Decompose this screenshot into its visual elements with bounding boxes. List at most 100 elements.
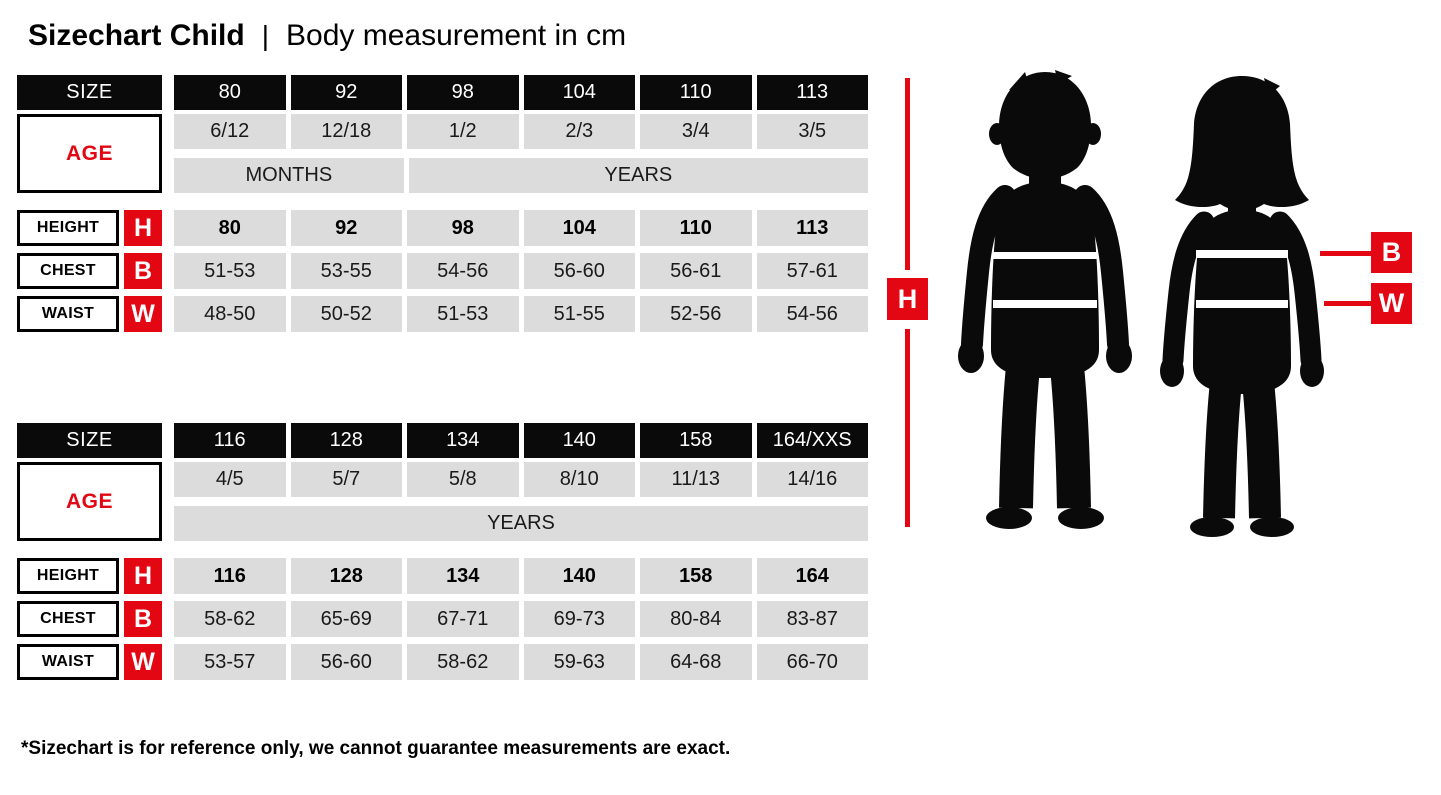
height-cell: 113 — [756, 210, 868, 246]
size-row: SIZE 116 128 134 140 158 164/XXS — [17, 423, 868, 458]
size-cell: 104 — [523, 75, 635, 110]
waist-cell: 52-56 — [640, 296, 752, 332]
height-cell: 80 — [174, 210, 286, 246]
figure-chest-badge-icon: B — [1371, 232, 1412, 273]
waist-cell: 56-60 — [290, 644, 402, 680]
chest-cell: 56-60 — [523, 253, 635, 289]
waist-cell: 48-50 — [174, 296, 286, 332]
size-header-label: SIZE — [17, 75, 162, 110]
age-cell: 1/2 — [407, 114, 519, 149]
chest-cell: 80-84 — [640, 601, 752, 637]
height-row-label: HEIGHT — [17, 558, 119, 594]
waist-badge-icon: W — [124, 296, 162, 332]
chest-cell: 54-56 — [407, 253, 519, 289]
chest-row-label: CHEST — [17, 601, 119, 637]
size-cell: 164/XXS — [756, 423, 868, 458]
chest-cell: 58-62 — [174, 601, 286, 637]
age-cell: 3/5 — [756, 114, 868, 149]
title-subtitle: Body measurement in cm — [286, 19, 627, 52]
age-units-row: YEARS — [17, 506, 868, 541]
chest-row-label: CHEST — [17, 253, 119, 289]
height-cell: 140 — [523, 558, 635, 594]
size-cell: 140 — [523, 423, 635, 458]
height-cell: 134 — [407, 558, 519, 594]
age-header-label: AGE — [17, 114, 162, 193]
chest-cell: 56-61 — [640, 253, 752, 289]
age-cell: 14/16 — [756, 462, 868, 497]
chest-row: CHEST B 51-53 53-55 54-56 56-60 56-61 57-61 — [17, 253, 868, 289]
age-units-row: MONTHS YEARS — [17, 158, 868, 193]
size-header-label: SIZE — [17, 423, 162, 458]
title-main: Sizechart Child — [28, 19, 245, 52]
age-cell: 5/7 — [290, 462, 402, 497]
size-cell: 128 — [290, 423, 402, 458]
waist-cell: 51-53 — [407, 296, 519, 332]
age-cell: 2/3 — [523, 114, 635, 149]
waist-cell: 64-68 — [640, 644, 752, 680]
height-badge-icon: H — [124, 558, 162, 594]
age-cell: 4/5 — [174, 462, 286, 497]
age-cell: 5/8 — [407, 462, 519, 497]
figure-waist-badge-icon: W — [1371, 283, 1412, 324]
height-measure-line-upper — [905, 78, 910, 270]
age-cell: 11/13 — [640, 462, 752, 497]
size-cell: 134 — [407, 423, 519, 458]
age-values-row: 6/12 12/18 1/2 2/3 3/4 3/5 — [17, 114, 868, 149]
height-cell: 158 — [640, 558, 752, 594]
waist-cell: 59-63 — [523, 644, 635, 680]
waist-measure-line — [1324, 301, 1372, 306]
sizetable-small-sizes: SIZE 80 92 98 104 110 113 AGE 6/12 12/18 1/2 2/3… — [17, 75, 868, 332]
age-cell: 3/4 — [640, 114, 752, 149]
waist-row: WAIST W 48-50 50-52 51-53 51-55 52-56 54-56 — [17, 296, 868, 332]
size-cell: 80 — [174, 75, 286, 110]
height-badge-icon: H — [124, 210, 162, 246]
waist-row: WAIST W 53-57 56-60 58-62 59-63 64-68 66-70 — [17, 644, 868, 680]
size-cell: 110 — [640, 75, 752, 110]
height-cell: 110 — [640, 210, 752, 246]
chest-cell: 53-55 — [290, 253, 402, 289]
height-cell: 116 — [174, 558, 286, 594]
page-title: Sizechart Child | Body measurement in cm — [28, 18, 626, 54]
girl-silhouette-icon — [1160, 76, 1324, 537]
height-cell: 128 — [290, 558, 402, 594]
chest-measure-line — [1320, 251, 1372, 256]
waist-cell: 66-70 — [756, 644, 868, 680]
chest-badge-icon: B — [124, 601, 162, 637]
height-row: HEIGHT H 80 92 98 104 110 113 — [17, 210, 868, 246]
waist-cell: 58-62 — [407, 644, 519, 680]
age-unit-cell: MONTHS — [174, 158, 404, 193]
waist-cell: 53-57 — [174, 644, 286, 680]
age-values-row: 4/5 5/7 5/8 8/10 11/13 14/16 — [17, 462, 868, 497]
sizetable-large-sizes: SIZE 116 128 134 140 158 164/XXS AGE 4/5 5/7 5/… — [17, 423, 868, 680]
figure-height-badge-icon: H — [887, 278, 928, 320]
height-row: HEIGHT H 116 128 134 140 158 164 — [17, 558, 868, 594]
age-cell: 6/12 — [174, 114, 286, 149]
waist-cell: 54-56 — [756, 296, 868, 332]
chest-cell: 51-53 — [174, 253, 286, 289]
waist-row-label: WAIST — [17, 296, 119, 332]
height-measure-line-lower — [905, 329, 910, 527]
boy-silhouette-icon — [958, 70, 1132, 529]
size-cell: 113 — [756, 75, 868, 110]
age-cell: 8/10 — [523, 462, 635, 497]
height-cell: 164 — [756, 558, 868, 594]
size-row: SIZE 80 92 98 104 110 113 — [17, 75, 868, 110]
size-cell: 158 — [640, 423, 752, 458]
size-cell: 116 — [174, 423, 286, 458]
age-unit-cell: YEARS — [408, 158, 868, 193]
chest-cell: 65-69 — [290, 601, 402, 637]
age-unit-cell: YEARS — [174, 506, 868, 541]
height-cell: 98 — [407, 210, 519, 246]
age-header-label: AGE — [17, 462, 162, 541]
age-cell: 12/18 — [290, 114, 402, 149]
height-row-label: HEIGHT — [17, 210, 119, 246]
title-separator: | — [261, 20, 269, 51]
chest-badge-icon: B — [124, 253, 162, 289]
size-cell: 98 — [407, 75, 519, 110]
chest-cell: 83-87 — [756, 601, 868, 637]
chest-cell: 67-71 — [407, 601, 519, 637]
height-cell: 92 — [290, 210, 402, 246]
size-cell: 92 — [290, 75, 402, 110]
waist-cell: 50-52 — [290, 296, 402, 332]
